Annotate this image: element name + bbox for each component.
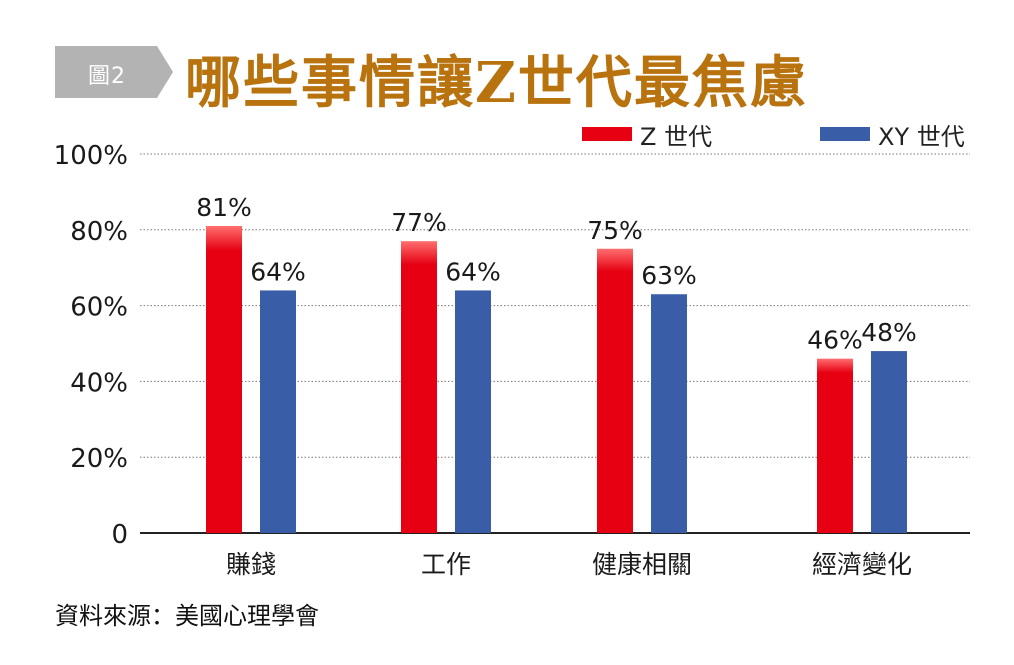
y-tick-label: 80% (70, 217, 128, 247)
bar-z (597, 248, 633, 533)
data-label: 46% (807, 326, 863, 355)
source-note: 資料來源：美國心理學會 (55, 602, 319, 630)
bar-xy (651, 294, 687, 533)
data-label: 81% (196, 193, 252, 222)
y-tick-label: 0 (111, 520, 128, 550)
data-label: 77% (391, 208, 447, 237)
bar-xy (455, 290, 491, 533)
data-label: 63% (641, 261, 697, 290)
y-tick-label: 60% (70, 293, 128, 323)
data-label: 48% (861, 318, 917, 347)
x-tick-label: 健康相關 (592, 550, 692, 579)
bar-xy (260, 290, 296, 533)
chart-title: 哪些事情讓Z世代最焦慮 (185, 50, 808, 116)
legend-label-xy: XY 世代 (878, 122, 965, 151)
bar-z (401, 241, 437, 534)
figure-tag-label: 圖2 (88, 64, 126, 89)
bar-xy (871, 351, 907, 533)
legend-item-z: Z 世代 (582, 118, 713, 151)
x-tick-label: 賺錢 (226, 550, 276, 579)
y-tick-label: 40% (70, 368, 128, 398)
y-tick-label: 20% (70, 444, 128, 474)
x-tick-label: 工作 (421, 550, 471, 579)
bar-z (817, 358, 853, 533)
data-label: 64% (445, 257, 501, 286)
legend-swatch-z (582, 127, 632, 141)
legend-item-xy: XY 世代 (820, 118, 965, 151)
figure-tag-shape (55, 46, 173, 98)
y-tick-label: 100% (54, 141, 128, 171)
legend-swatch-xy (820, 127, 870, 141)
bar-z (206, 226, 242, 533)
data-label: 75% (587, 216, 643, 245)
legend-label-z: Z 世代 (640, 122, 713, 151)
x-tick-label: 經濟變化 (812, 550, 912, 579)
data-label: 64% (250, 257, 306, 286)
